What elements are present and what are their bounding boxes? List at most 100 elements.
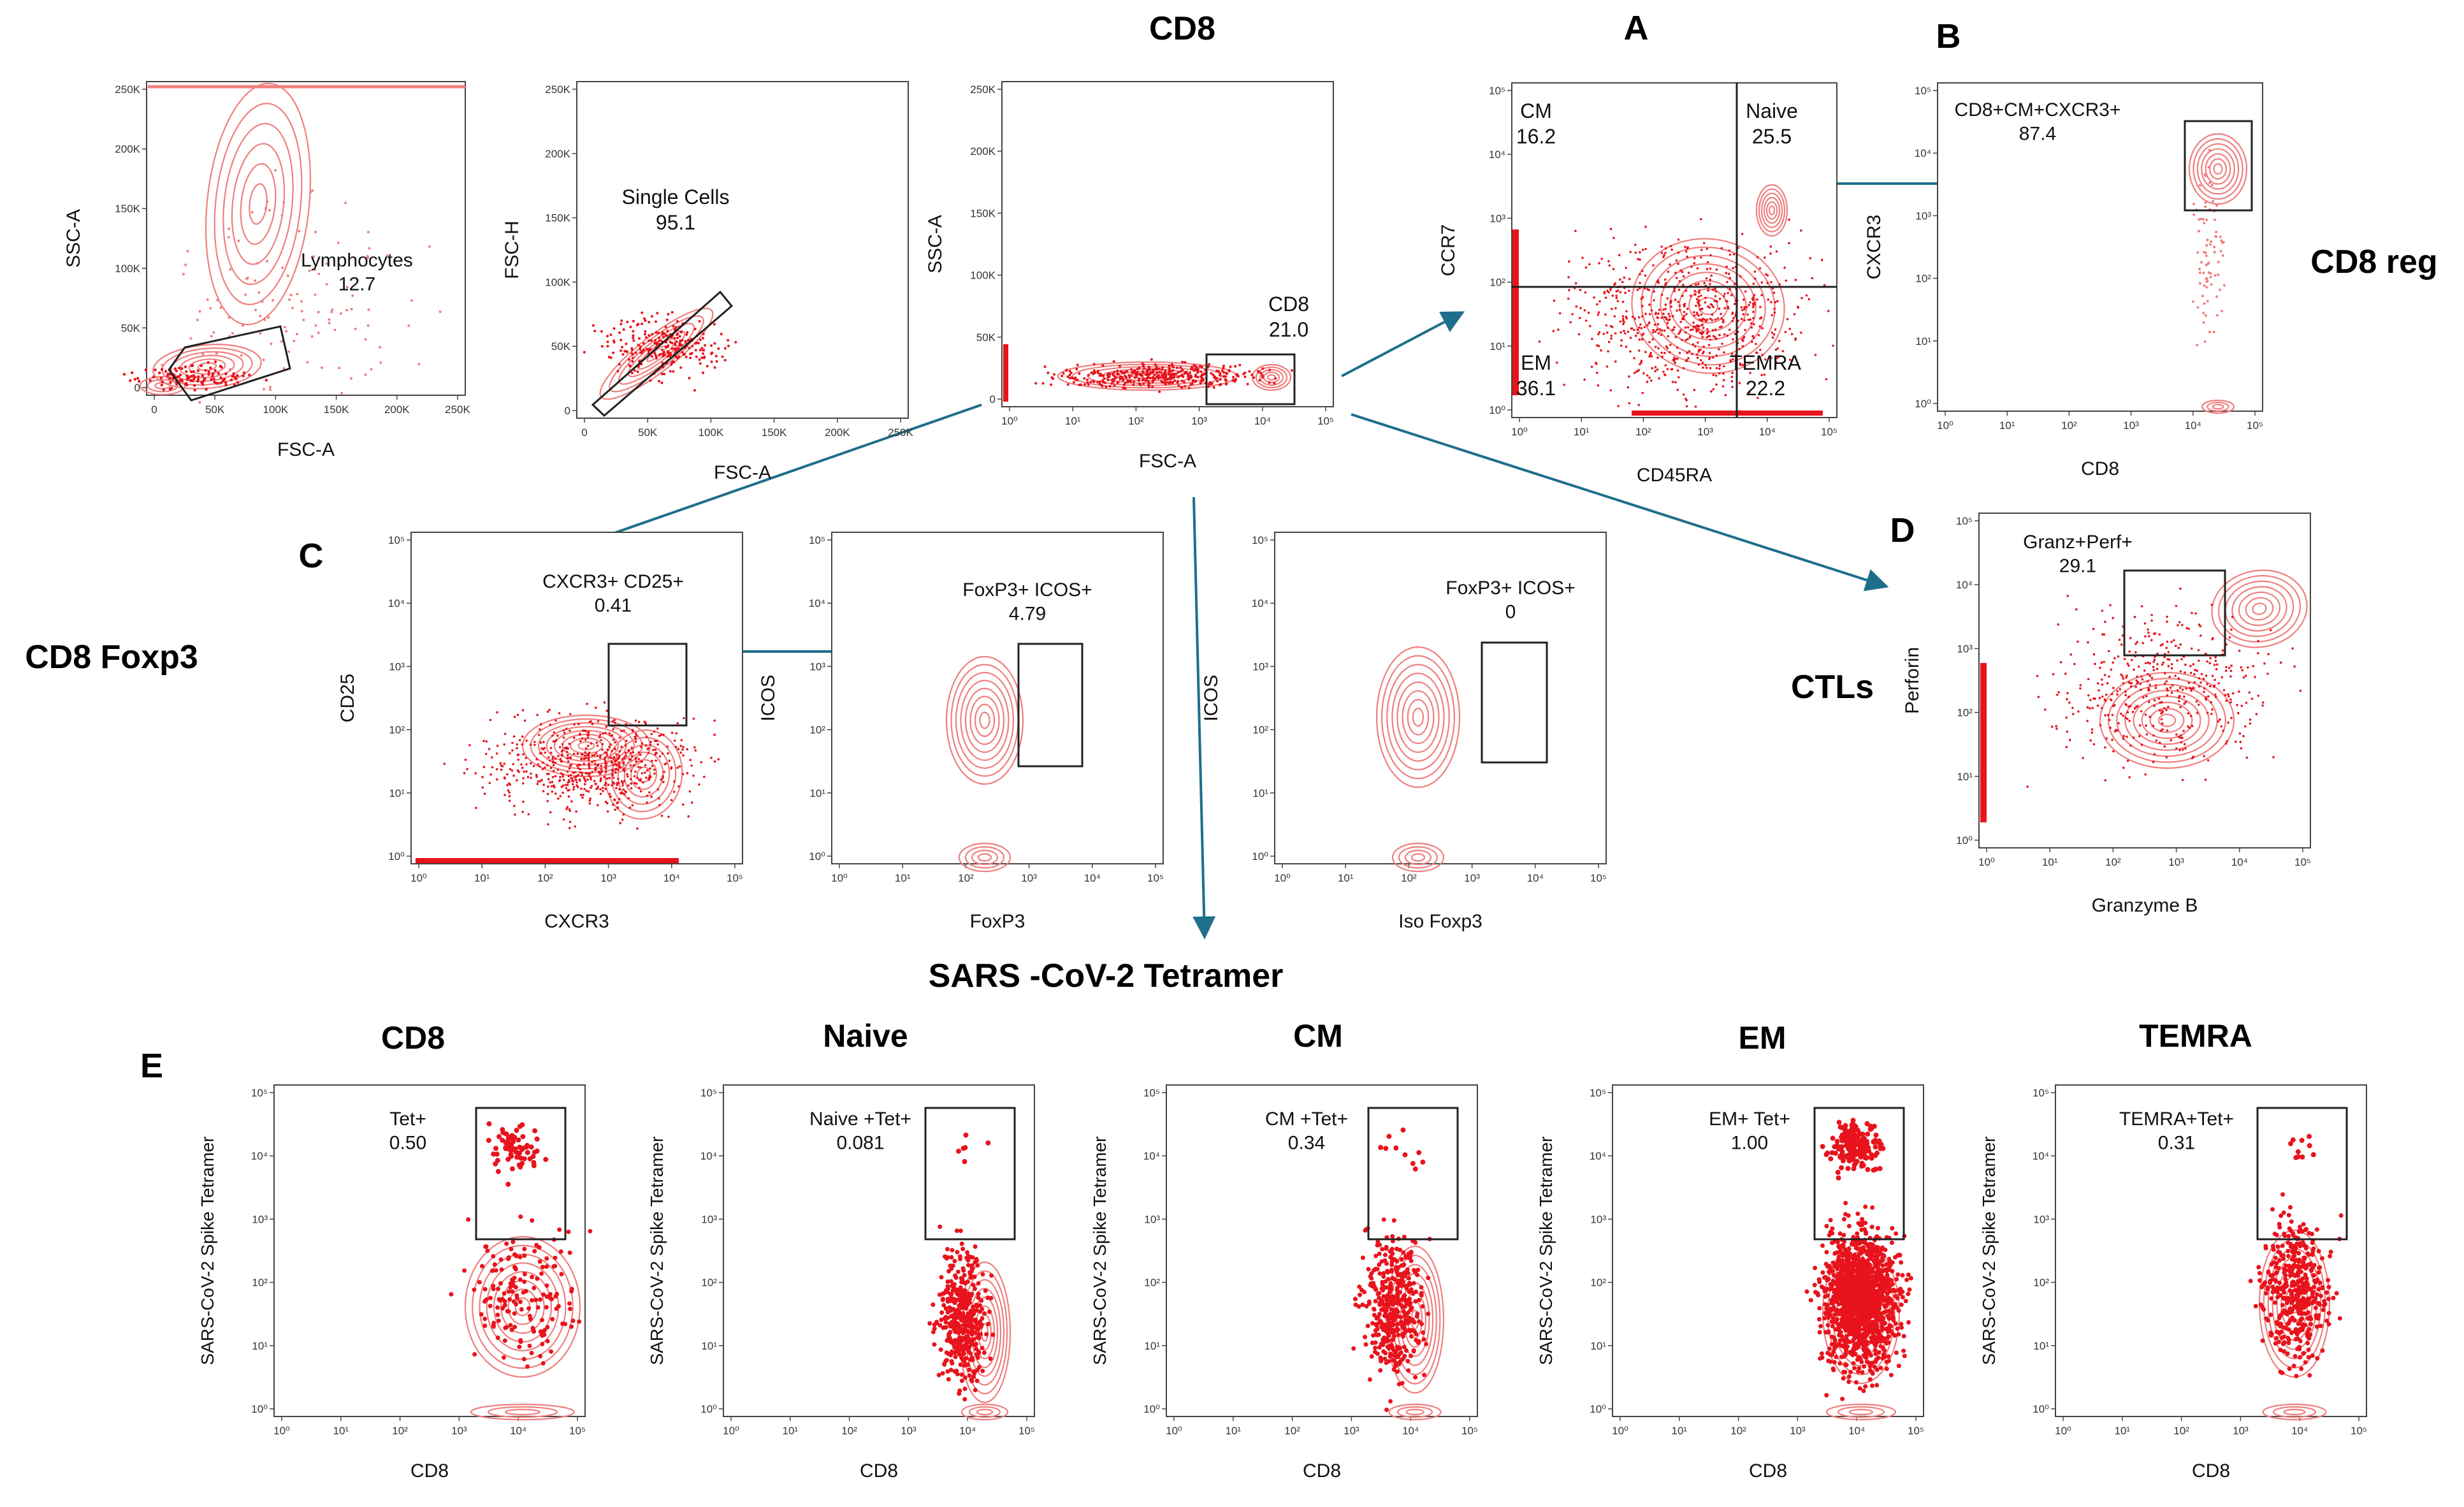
contour	[205, 82, 312, 326]
event-dot	[1614, 332, 1617, 335]
event-dot	[1666, 297, 1669, 300]
contour	[2238, 591, 2281, 627]
event-dot	[265, 379, 268, 382]
x-tick-label: 10³	[1790, 1425, 1806, 1437]
event-dot	[598, 772, 601, 775]
event-dot	[650, 796, 653, 798]
event-dot	[1623, 321, 1625, 324]
event-dot	[954, 1228, 959, 1234]
event-dot	[221, 379, 224, 382]
event-dot	[2143, 622, 2147, 625]
event-dot	[2142, 641, 2145, 644]
event-dot	[968, 1275, 973, 1280]
event-dot	[2087, 678, 2090, 681]
event-dot	[644, 722, 647, 724]
y-tick-label: 10⁴	[1143, 1150, 1160, 1162]
event-dot	[1627, 289, 1630, 292]
event-dot	[1402, 1234, 1407, 1239]
y-tick-label: 10¹	[1252, 787, 1268, 799]
event-dot	[952, 1340, 957, 1345]
event-dots	[1538, 218, 1834, 412]
event-dot	[229, 378, 233, 382]
event-dot	[1216, 380, 1219, 383]
event-dot	[1753, 302, 1756, 305]
event-dot	[517, 1124, 523, 1130]
event-dot	[1578, 317, 1581, 319]
event-dot	[2065, 746, 2068, 748]
event-dot	[655, 354, 658, 358]
gate-polygon	[168, 325, 291, 402]
x-tick-label: 10⁰	[1274, 872, 1291, 884]
gate-label: Tet+	[389, 1109, 426, 1130]
event-dot	[518, 1277, 523, 1282]
event-dot	[941, 1303, 946, 1308]
event-dot	[2219, 250, 2222, 253]
x-tick-label: 250K	[445, 404, 470, 416]
event-dot	[593, 330, 597, 333]
event-dot	[970, 1266, 975, 1271]
event-dot	[1705, 367, 1708, 369]
x-tick-label: 0	[151, 404, 157, 416]
event-dot	[1639, 282, 1641, 284]
event-dot	[1684, 326, 1687, 329]
event-dot	[1859, 1360, 1864, 1365]
event-dot	[1620, 344, 1623, 347]
contour	[139, 375, 186, 396]
event-dot	[668, 759, 671, 762]
event-dot	[625, 754, 627, 757]
event-dot	[554, 1306, 559, 1311]
event-dot	[1636, 331, 1639, 335]
event-dot	[1723, 307, 1727, 310]
event-dot	[201, 353, 205, 356]
event-dot	[593, 754, 596, 757]
event-dot	[1712, 374, 1715, 376]
event-dot	[1841, 1217, 1846, 1222]
event-dot	[1199, 370, 1203, 373]
event-dot	[511, 1139, 516, 1144]
event-dot	[1666, 326, 1669, 329]
event-dot	[566, 783, 569, 787]
event-dot	[1771, 336, 1774, 339]
event-dot	[1224, 378, 1227, 381]
x-tick-label: 10³	[1021, 872, 1037, 884]
event-dot	[621, 346, 624, 349]
event-dot	[1412, 1166, 1418, 1172]
event-dot	[241, 324, 244, 327]
gate-label: CD8+CM+CXCR3+	[1955, 99, 2121, 120]
event-dot	[298, 229, 301, 233]
event-dot	[508, 799, 511, 803]
event-dot	[1173, 375, 1176, 378]
event-dot	[973, 1388, 978, 1393]
event-dot	[1222, 367, 1225, 370]
event-dot	[1226, 372, 1229, 375]
event-dot	[2101, 683, 2104, 686]
event-dot	[700, 761, 703, 764]
event-dot	[945, 1246, 950, 1251]
event-dot	[532, 1128, 538, 1133]
event-dot	[2150, 619, 2153, 622]
y-axis-label-group: SARS-CoV-2 Spike Tetramer	[198, 1137, 217, 1365]
event-dot	[1274, 377, 1277, 380]
event-dot	[653, 730, 656, 733]
event-dot	[965, 1334, 970, 1339]
event-dot	[1597, 333, 1600, 336]
event-dot	[1377, 1302, 1382, 1307]
event-dot	[2127, 705, 2130, 708]
event-dot	[1405, 1270, 1410, 1276]
event-dot	[1181, 361, 1184, 364]
event-dot	[1378, 1356, 1383, 1361]
y-axis-label-group: FSC-H	[502, 221, 523, 279]
event-dot	[1741, 233, 1744, 235]
event-dot	[615, 787, 618, 790]
event-dot	[2112, 661, 2115, 664]
event-dot	[206, 298, 209, 302]
event-dot	[219, 381, 222, 384]
event-dot	[551, 734, 554, 737]
event-dot	[224, 372, 228, 375]
event-dot	[1770, 280, 1772, 284]
event-dot	[2166, 658, 2169, 660]
y-tick-label: 100K	[545, 276, 570, 288]
event-dot	[366, 324, 370, 327]
event-dot	[1646, 374, 1649, 377]
event-dot	[2079, 683, 2082, 687]
